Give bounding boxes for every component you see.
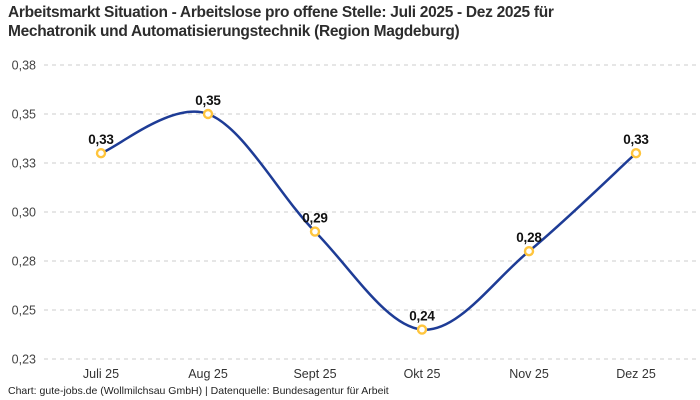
point-value-label: 0,24 [409,309,435,324]
x-axis-tick-label: Aug 25 [188,367,228,381]
point-value-label: 0,35 [195,93,221,108]
data-point[interactable] [95,147,107,159]
y-axis-tick-label: 0,30 [12,206,36,220]
y-axis-tick-label: 0,35 [12,108,36,122]
x-axis-tick-label: Sept 25 [293,367,336,381]
series-line [99,110,638,331]
point-value-label: 0,29 [302,211,327,226]
y-axis-tick-label: 0,38 [12,59,36,73]
chart-footer: Chart: gute-jobs.de (Wollmilchsau GmbH) … [8,385,389,397]
data-point[interactable] [202,108,214,120]
chart-title-line-2: Mechatronik und Automatisierungstechnik … [8,22,460,40]
x-axis-tick-label: Okt 25 [404,367,441,381]
point-value-label: 0,33 [623,132,649,147]
chart-title-line-1: Arbeitsmarkt Situation - Arbeitslose pro… [8,4,554,21]
data-point[interactable] [630,147,642,159]
x-axis-tick-label: Nov 25 [509,367,549,381]
x-axis-tick-label: Dez 25 [616,367,656,381]
data-point[interactable] [416,324,428,335]
y-axis-tick-label: 0,33 [12,157,36,171]
x-axis-tick-label: Juli 25 [83,367,119,381]
y-axis-tick-label: 0,23 [12,353,36,367]
data-point[interactable] [523,245,535,257]
chart-title: Arbeitsmarkt Situation - Arbeitslose pro… [8,4,696,41]
point-value-label: 0,33 [88,132,114,147]
y-axis-tick-label: 0,25 [12,304,36,318]
data-point[interactable] [309,226,321,237]
point-value-label: 0,28 [516,230,542,245]
y-axis-tick-label: 0,28 [12,255,36,269]
